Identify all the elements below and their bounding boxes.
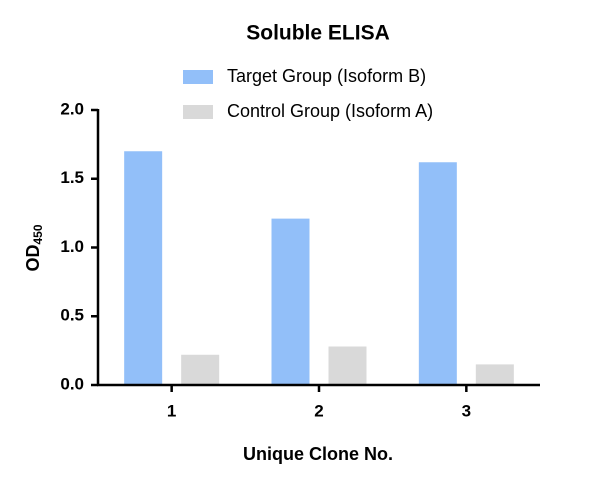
y-axis-label-subscript: 450: [31, 224, 45, 244]
bar: [328, 346, 367, 385]
y-axis-label-text: OD: [23, 245, 43, 272]
x-tick-label: 3: [462, 401, 471, 420]
y-tick-label: 0.0: [60, 374, 84, 393]
bar: [475, 364, 514, 385]
legend-label: Control Group (Isoform A): [227, 101, 433, 121]
chart-title: Soluble ELISA: [246, 22, 390, 45]
legend-label: Target Group (Isoform B): [227, 66, 426, 86]
bar: [418, 162, 457, 385]
x-tick-label: 1: [167, 401, 176, 420]
x-tick-label: 2: [314, 401, 323, 420]
x-axis-label: Unique Clone No.: [243, 444, 393, 464]
y-tick-label: 1.5: [60, 168, 84, 187]
y-tick-label: 2.0: [60, 99, 84, 118]
legend-swatch: [183, 70, 213, 84]
y-tick-label: 1.0: [60, 237, 84, 256]
bar: [181, 354, 220, 385]
bar: [271, 218, 310, 385]
bar: [124, 151, 163, 385]
legend-swatch: [183, 105, 213, 119]
y-axis-label: OD450: [23, 224, 45, 271]
y-tick-label: 0.5: [60, 306, 84, 325]
